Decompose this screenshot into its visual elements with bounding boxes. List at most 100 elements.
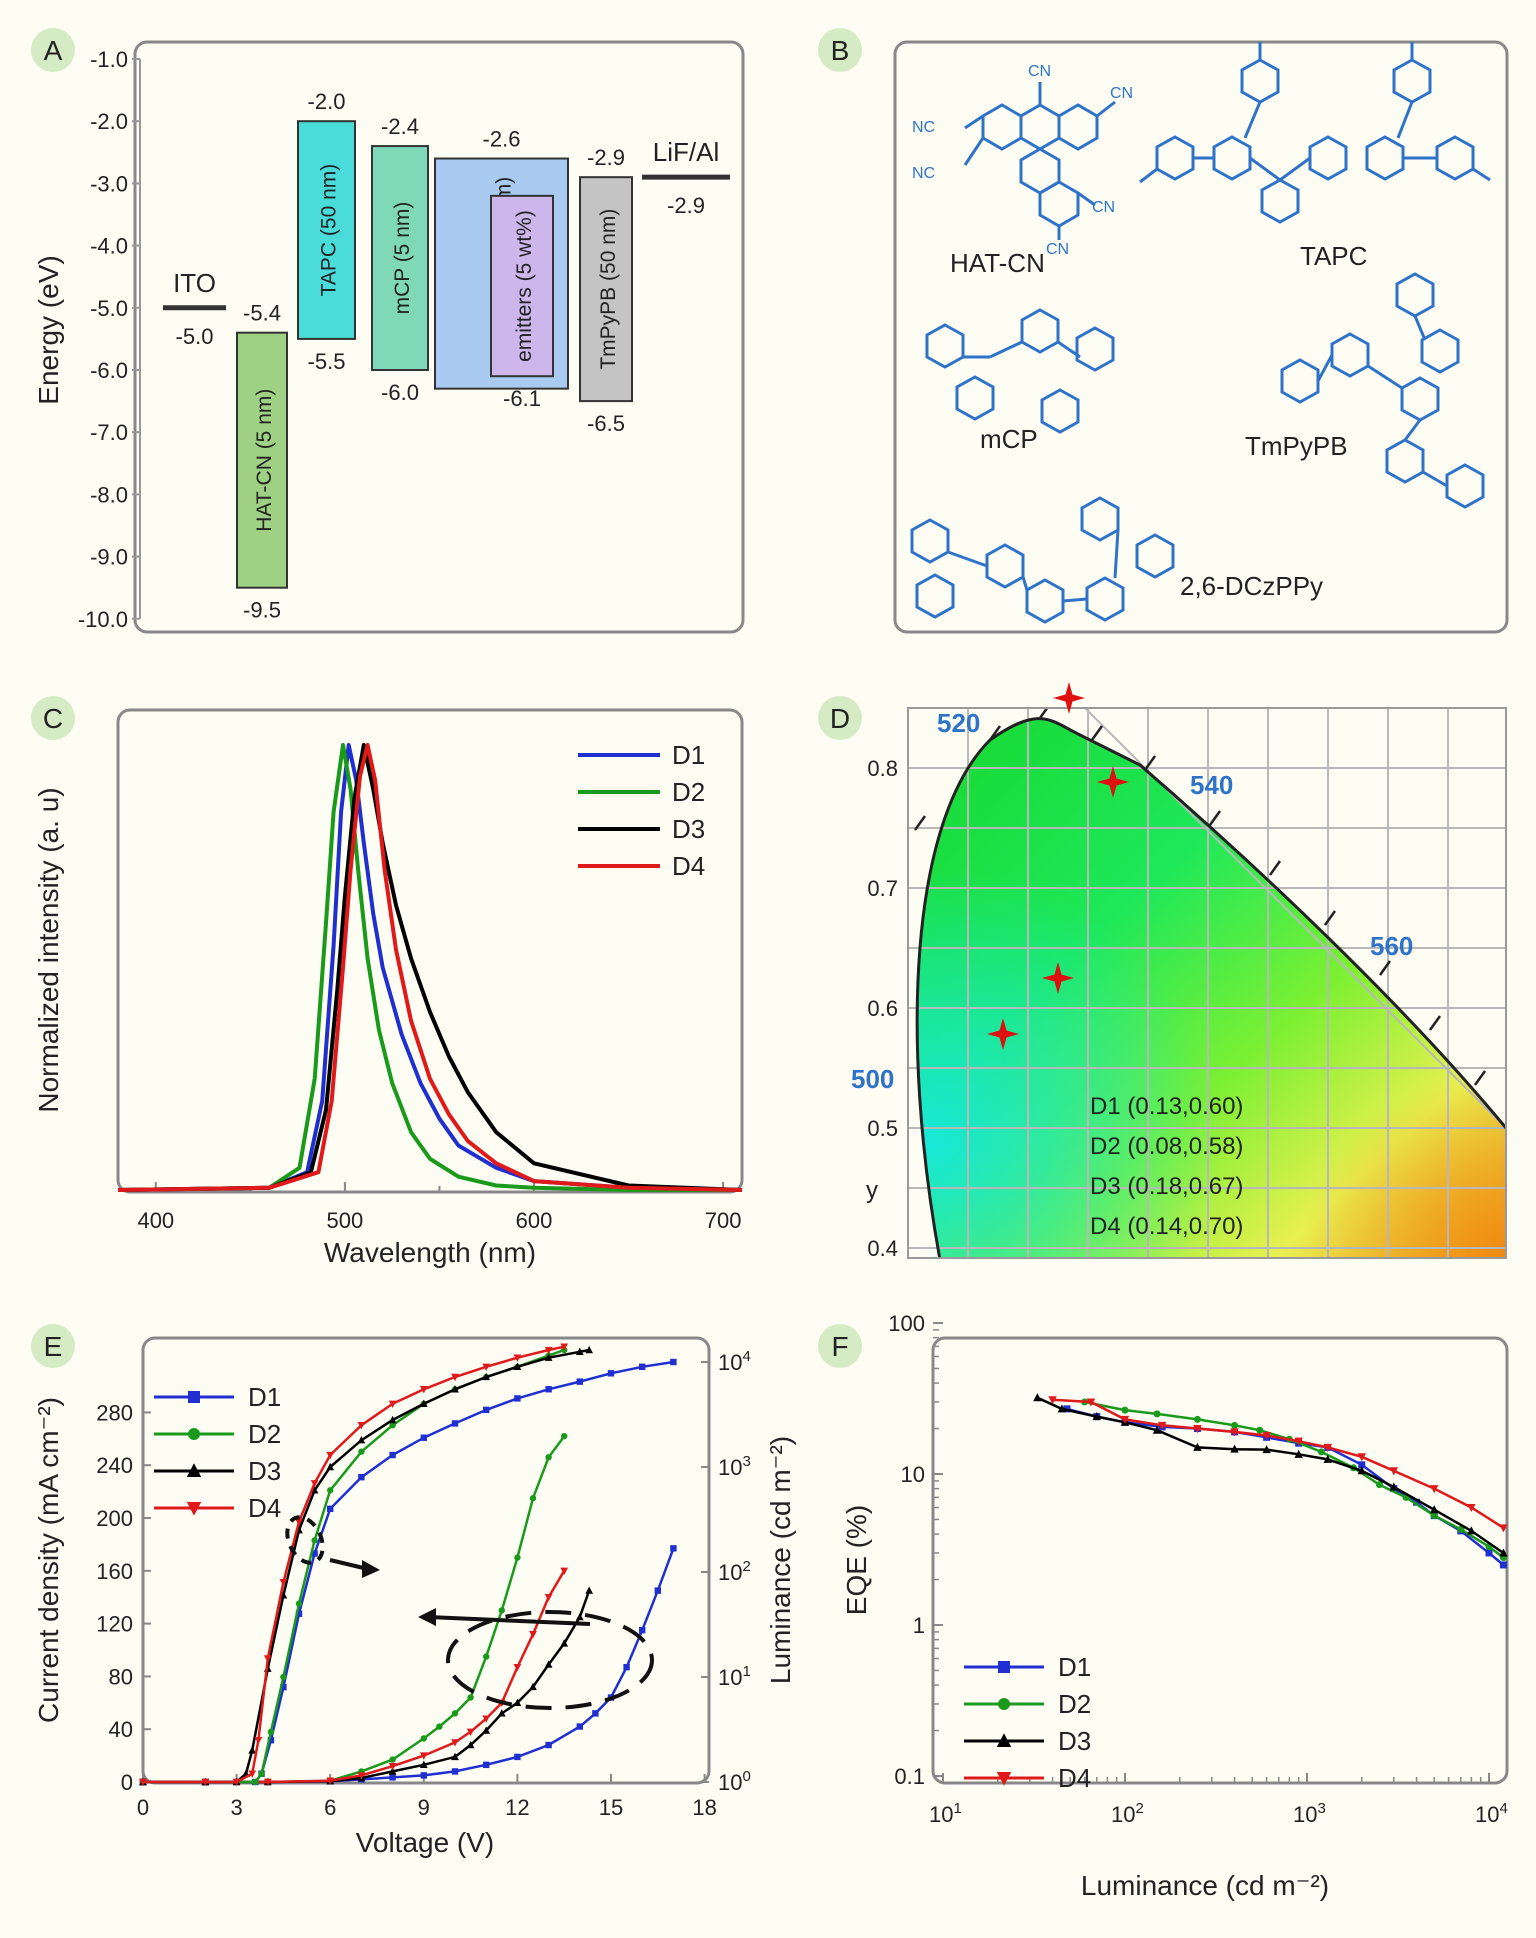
panel-b-frame (893, 40, 1509, 634)
current-tick-label: 0 (121, 1770, 133, 1795)
panel-f-curves (1033, 1393, 1508, 1569)
point-d3-luminance (357, 1436, 366, 1444)
energy-box-bottom-value: -6.5 (587, 411, 625, 436)
point-d2-luminance (252, 1778, 259, 1786)
point-d4-luminance (139, 1778, 147, 1787)
point-d4-current (482, 1715, 491, 1723)
point-d3-current (544, 1660, 553, 1668)
point-d4-luminance (388, 1400, 397, 1408)
energy-box-bottom-value: -6.0 (381, 380, 419, 405)
point-d2-current (529, 1495, 537, 1502)
energy-box (579, 176, 633, 403)
energy-box-name: emitters (5 wt%) (513, 210, 536, 362)
point-d3-current (482, 1726, 491, 1734)
energy-tick-label: -4.0 (90, 234, 128, 259)
eqe-point-d3 (1230, 1444, 1239, 1453)
voltage-tick-label: 6 (324, 1795, 336, 1820)
point-d3-luminance (575, 1347, 584, 1356)
panel-d-label: D (830, 703, 850, 734)
point-d4-luminance (326, 1451, 335, 1460)
eqe-curve-d1 (1066, 1407, 1505, 1566)
panel-c-frame (116, 708, 744, 1194)
point-d3-current (451, 1752, 459, 1761)
panel-f-label: F (831, 1331, 848, 1362)
cie-point-d1 (1042, 962, 1074, 994)
point-d2-luminance (295, 1600, 303, 1607)
point-d3-current (560, 1639, 569, 1647)
panel-e-ylabel-left: Current density (mA cm⁻²) (33, 1397, 64, 1723)
point-d2-luminance (258, 1770, 265, 1777)
point-d3-luminance (513, 1362, 522, 1371)
cie-entry: D4 (0.14,0.70) (1090, 1213, 1243, 1240)
panel-d-axis: 0.8 0.7 0.6 0.5 0.4 y (866, 756, 898, 1261)
luminance-ellipse (285, 1515, 325, 1565)
current-tick-label: 200 (96, 1506, 133, 1531)
hatcn-nc-atom: NC (912, 119, 935, 136)
point-d2-current (420, 1735, 427, 1742)
energy-line-name: LiF/Al (653, 137, 719, 167)
point-d3-current (388, 1767, 397, 1775)
panel-a-axis: -1.0 -2.0 -3.0 -4.0 -5.0 -6.0 -7.0 -8.0 -9.0 -10.… (78, 47, 141, 632)
legend-label: D4 (248, 1493, 281, 1523)
energy-tick-label: -10.0 (78, 607, 128, 632)
voltage-tick-label: 0 (137, 1795, 149, 1820)
legend-marker-d1 (188, 1391, 200, 1403)
molecule-name: 2,6-DCzPPy (1180, 571, 1323, 601)
point-d1-luminance (670, 1358, 677, 1366)
locus-tick (1323, 910, 1337, 926)
cie-point-d4 (1053, 682, 1085, 714)
legend-marker-d2 (188, 1428, 200, 1440)
panel-f-ylabel: EQE (%) (841, 1505, 872, 1615)
point-d2-current (483, 1653, 490, 1660)
energy-box-top-value: -2.0 (308, 89, 346, 114)
luminance-tick-label: 103 (718, 1453, 751, 1480)
panel-a: A Energy (eV) -1.0 -2.0 -3.0 -4.0 -5.0 -6.0 -7… (31, 28, 745, 634)
energy-tick-label: -5.0 (90, 296, 128, 321)
energy-box (371, 145, 429, 371)
cie-y-tick-label: 0.8 (867, 756, 898, 781)
eqe-point-d2 (1430, 1512, 1438, 1520)
legend-label: D4 (672, 851, 705, 881)
energy-box (236, 331, 288, 589)
luminance-tick-label: 102 (718, 1558, 751, 1585)
eqe-point-d4 (1120, 1415, 1130, 1424)
energy-box (297, 120, 356, 340)
point-d1-luminance (280, 1683, 287, 1691)
energy-tick-label: -3.0 (90, 171, 128, 196)
wavelength-label: 560 (1370, 931, 1413, 961)
panel-e-xlabel: Voltage (V) (356, 1827, 495, 1858)
energy-box (490, 194, 554, 378)
locus-tick (1473, 1070, 1487, 1086)
point-d1-luminance (451, 1420, 459, 1427)
current-tick-label: 40 (109, 1717, 133, 1742)
eqe-point-d2 (1317, 1448, 1325, 1456)
energy-box-top-value: -2.6 (483, 127, 521, 152)
tapc-structure (1139, 42, 1491, 224)
locus-tick (1378, 960, 1392, 976)
point-d1-luminance (420, 1434, 427, 1441)
point-d4-luminance (544, 1346, 553, 1355)
hatcn-nc-atom: NC (912, 165, 935, 182)
legend-label: D1 (248, 1382, 281, 1412)
point-d1-luminance (483, 1406, 490, 1414)
legend-label: D1 (672, 740, 705, 770)
eqe-point-d3 (1499, 1548, 1508, 1557)
point-d4-luminance (279, 1578, 288, 1587)
locus-tick (1428, 1015, 1442, 1031)
point-d1-luminance (327, 1505, 334, 1512)
eqe-point-d2 (1256, 1426, 1264, 1434)
cie-points (987, 682, 1129, 1050)
energy-tick-label: -6.0 (90, 358, 128, 383)
panel-e-ylabel-right: Luminance (cd m⁻²) (765, 1436, 796, 1684)
point-d3-luminance (248, 1746, 257, 1754)
eqe-point-d1 (1413, 1498, 1421, 1506)
point-d4-luminance (310, 1480, 319, 1488)
panel-f-frame (931, 1336, 1509, 1785)
point-d3-luminance (326, 1462, 335, 1471)
point-d3-current (529, 1682, 537, 1691)
legend-label: D4 (1058, 1763, 1091, 1793)
eqe-point-d3 (1152, 1425, 1162, 1434)
legend-marker-d2 (998, 1698, 1010, 1710)
eqe-tick-label: 0.1 (894, 1764, 925, 1789)
point-d1-luminance (607, 1370, 615, 1377)
